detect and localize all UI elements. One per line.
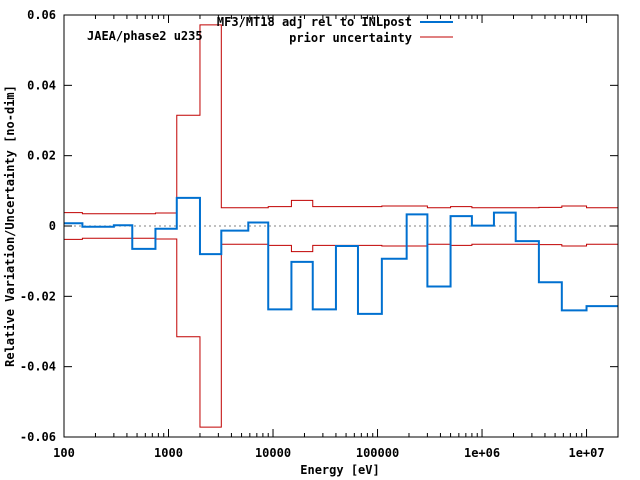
chart-annotation: JAEA/phase2 u235 [87, 29, 203, 43]
legend-label-adjustment: MF3/MT18 adj rel to INLpost [217, 15, 412, 29]
uncertainty-upper-line [64, 24, 618, 215]
y-tick-label: 0.04 [27, 78, 56, 92]
x-tick-label: 1e+07 [568, 446, 604, 460]
x-tick-label: 1e+06 [464, 446, 500, 460]
x-axis-title: Energy [eV] [300, 463, 379, 477]
tick-layer: 0.06 0.04 0.02 0 -0.02 -0.04 -0.06 100 1000 10000… [20, 8, 618, 460]
y-tick-label: 0 [49, 219, 56, 233]
y-tick-label: -0.06 [20, 430, 56, 444]
legend-label-uncertainty: prior uncertainty [289, 31, 412, 45]
y-tick-label: -0.02 [20, 289, 56, 303]
series-layer [64, 24, 618, 428]
y-tick-label: 0.02 [27, 149, 56, 163]
x-tick-label: 1000 [154, 446, 183, 460]
y-tick-label: 0.06 [27, 8, 56, 22]
y-axis-title: Relative Variation/Uncertainty [no-dim] [3, 85, 17, 367]
x-tick-label: 100 [53, 446, 75, 460]
x-tick-label: 100000 [356, 446, 399, 460]
legend: MF3/MT18 adj rel to INLpost prior uncert… [217, 15, 453, 45]
uncertainty-lower-line [64, 237, 618, 428]
adjustment-series-line [64, 196, 618, 315]
x-tick-label: 10000 [255, 446, 291, 460]
y-tick-label: -0.04 [20, 360, 56, 374]
